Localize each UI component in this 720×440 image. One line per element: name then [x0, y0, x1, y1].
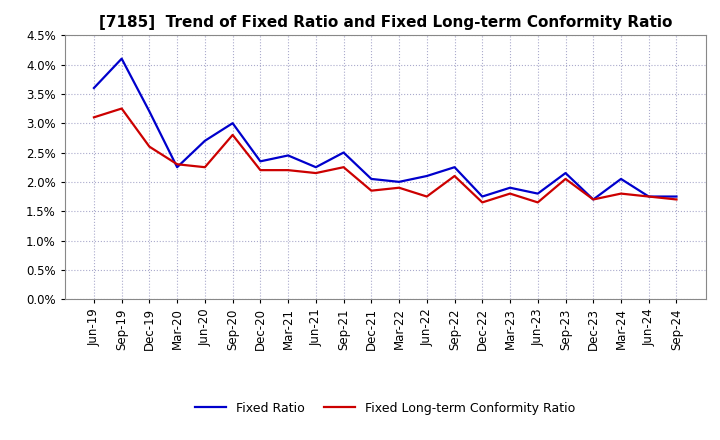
Fixed Long-term Conformity Ratio: [173, 161, 181, 167]
Fixed Ratio: [505, 185, 514, 191]
Fixed Ratio: [228, 121, 237, 126]
Fixed Ratio: [284, 153, 292, 158]
Fixed Ratio: [450, 165, 459, 170]
Fixed Long-term Conformity Ratio: [450, 173, 459, 179]
Fixed Ratio: [256, 159, 265, 164]
Fixed Ratio: [589, 197, 598, 202]
Line: Fixed Ratio: Fixed Ratio: [94, 59, 677, 199]
Fixed Ratio: [672, 194, 681, 199]
Legend: Fixed Ratio, Fixed Long-term Conformity Ratio: Fixed Ratio, Fixed Long-term Conformity …: [190, 397, 580, 420]
Fixed Long-term Conformity Ratio: [367, 188, 376, 193]
Fixed Ratio: [395, 179, 403, 184]
Fixed Ratio: [644, 194, 653, 199]
Fixed Long-term Conformity Ratio: [589, 197, 598, 202]
Fixed Long-term Conformity Ratio: [478, 200, 487, 205]
Fixed Ratio: [534, 191, 542, 196]
Fixed Long-term Conformity Ratio: [616, 191, 625, 196]
Fixed Ratio: [339, 150, 348, 155]
Fixed Ratio: [312, 165, 320, 170]
Fixed Long-term Conformity Ratio: [284, 168, 292, 173]
Fixed Long-term Conformity Ratio: [228, 132, 237, 138]
Fixed Ratio: [616, 176, 625, 182]
Fixed Long-term Conformity Ratio: [644, 194, 653, 199]
Title: [7185]  Trend of Fixed Ratio and Fixed Long-term Conformity Ratio: [7185] Trend of Fixed Ratio and Fixed Lo…: [99, 15, 672, 30]
Fixed Ratio: [173, 165, 181, 170]
Line: Fixed Long-term Conformity Ratio: Fixed Long-term Conformity Ratio: [94, 109, 677, 202]
Fixed Long-term Conformity Ratio: [201, 165, 210, 170]
Fixed Long-term Conformity Ratio: [505, 191, 514, 196]
Fixed Ratio: [201, 138, 210, 143]
Fixed Ratio: [367, 176, 376, 182]
Fixed Ratio: [117, 56, 126, 61]
Fixed Long-term Conformity Ratio: [256, 168, 265, 173]
Fixed Long-term Conformity Ratio: [423, 194, 431, 199]
Fixed Ratio: [478, 194, 487, 199]
Fixed Long-term Conformity Ratio: [312, 170, 320, 176]
Fixed Ratio: [89, 85, 98, 91]
Fixed Long-term Conformity Ratio: [672, 197, 681, 202]
Fixed Ratio: [145, 109, 154, 114]
Fixed Ratio: [423, 173, 431, 179]
Fixed Long-term Conformity Ratio: [395, 185, 403, 191]
Fixed Long-term Conformity Ratio: [89, 115, 98, 120]
Fixed Long-term Conformity Ratio: [561, 176, 570, 182]
Fixed Long-term Conformity Ratio: [339, 165, 348, 170]
Fixed Long-term Conformity Ratio: [117, 106, 126, 111]
Fixed Ratio: [561, 170, 570, 176]
Fixed Long-term Conformity Ratio: [145, 144, 154, 149]
Fixed Long-term Conformity Ratio: [534, 200, 542, 205]
